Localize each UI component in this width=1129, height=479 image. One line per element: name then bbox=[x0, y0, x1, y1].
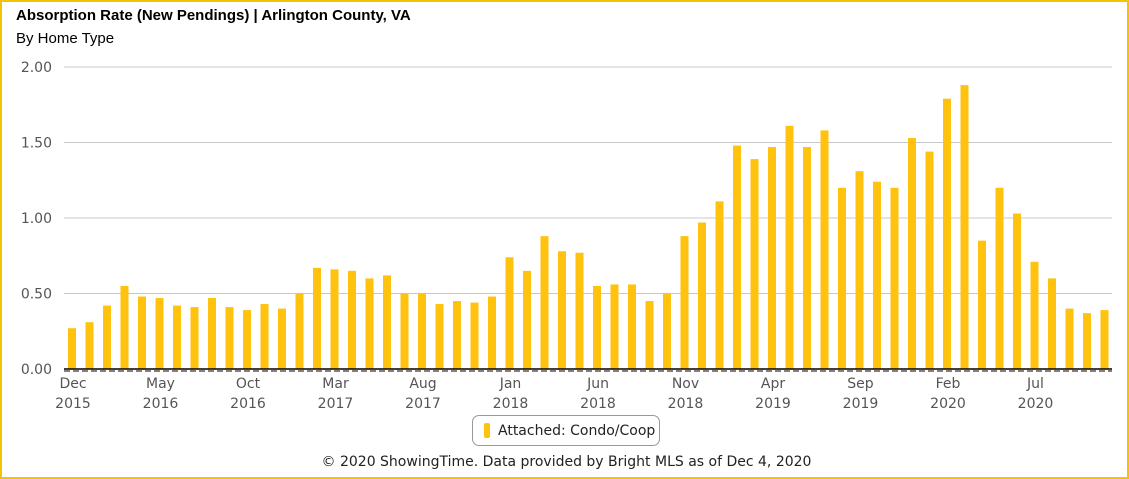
bar bbox=[978, 240, 986, 369]
bar bbox=[960, 85, 969, 370]
x-tick-year: 2015 bbox=[55, 396, 91, 412]
bar bbox=[1048, 278, 1056, 369]
bar bbox=[278, 308, 286, 369]
bar bbox=[418, 293, 426, 369]
bar bbox=[1065, 308, 1074, 369]
x-tick-year: 2018 bbox=[580, 396, 616, 412]
y-tick-label: 1.00 bbox=[21, 211, 52, 227]
bar bbox=[680, 236, 689, 369]
bar bbox=[890, 187, 899, 369]
chart-title: Absorption Rate (New Pendings) | Arlingt… bbox=[16, 7, 411, 24]
bar bbox=[365, 278, 374, 369]
bar bbox=[803, 147, 811, 369]
bar bbox=[1100, 310, 1109, 369]
bar bbox=[243, 310, 251, 369]
bar bbox=[505, 257, 514, 369]
bar bbox=[645, 301, 654, 369]
bar bbox=[103, 305, 111, 369]
bar bbox=[383, 275, 391, 369]
y-tick-label: 2.00 bbox=[21, 60, 52, 76]
x-tick-year: 2019 bbox=[755, 396, 791, 412]
bar bbox=[593, 285, 601, 369]
bar bbox=[190, 307, 199, 369]
bar bbox=[540, 236, 549, 369]
bar bbox=[855, 171, 864, 369]
bar bbox=[663, 293, 671, 369]
bar bbox=[295, 293, 304, 369]
x-tick-month: Jan bbox=[499, 376, 522, 392]
y-tick-label: 0.50 bbox=[21, 287, 52, 303]
x-tick-month: Feb bbox=[936, 376, 961, 392]
x-tick-month: Mar bbox=[322, 376, 349, 392]
x-tick-month: Aug bbox=[409, 376, 436, 392]
bar bbox=[698, 222, 706, 369]
x-tick-year: 2020 bbox=[1018, 396, 1054, 412]
bar bbox=[733, 145, 741, 369]
bar bbox=[995, 187, 1004, 369]
x-tick-month: Jun bbox=[586, 376, 609, 392]
x-tick-year: 2016 bbox=[230, 396, 266, 412]
x-tick-year: 2016 bbox=[143, 396, 179, 412]
bar bbox=[260, 304, 269, 369]
bar bbox=[873, 181, 881, 369]
x-tick-month: Oct bbox=[236, 376, 261, 392]
bar bbox=[750, 159, 759, 369]
bar bbox=[820, 130, 829, 369]
y-tick-label: 0.00 bbox=[21, 362, 52, 378]
footer-credit: © 2020 ShowingTime. Data provided by Bri… bbox=[321, 454, 812, 470]
x-tick-year: 2017 bbox=[318, 396, 354, 412]
bar bbox=[330, 269, 339, 369]
bar bbox=[610, 284, 619, 369]
bar bbox=[575, 252, 584, 369]
x-tick-month: May bbox=[146, 376, 175, 392]
bar bbox=[558, 251, 566, 369]
bar bbox=[120, 285, 129, 369]
x-tick-year: 2020 bbox=[930, 396, 966, 412]
bar bbox=[348, 270, 356, 369]
bar bbox=[225, 307, 234, 369]
x-tick-year: 2019 bbox=[843, 396, 879, 412]
x-tick-year: 2018 bbox=[493, 396, 529, 412]
bar bbox=[523, 270, 531, 369]
bar bbox=[838, 187, 846, 369]
bar bbox=[208, 298, 216, 369]
legend[interactable]: Attached: Condo/Coop bbox=[472, 415, 660, 446]
bar bbox=[908, 137, 916, 369]
bar bbox=[1030, 261, 1039, 369]
chart-subtitle: By Home Type bbox=[16, 30, 115, 47]
bar bbox=[785, 125, 794, 369]
x-tick-month: Sep bbox=[847, 376, 874, 392]
x-tick-month: Jul bbox=[1026, 376, 1044, 392]
bar bbox=[470, 302, 479, 369]
legend-label: Attached: Condo/Coop bbox=[498, 422, 656, 439]
bar bbox=[1013, 213, 1021, 369]
x-tick-year: 2018 bbox=[668, 396, 704, 412]
bar bbox=[173, 305, 181, 369]
bar bbox=[768, 147, 776, 369]
bar bbox=[925, 151, 934, 369]
x-tick-year: 2017 bbox=[405, 396, 441, 412]
bar bbox=[85, 322, 94, 369]
bar bbox=[943, 98, 951, 370]
bar bbox=[453, 301, 461, 369]
bar bbox=[715, 201, 724, 369]
bar bbox=[68, 328, 76, 369]
bar bbox=[488, 296, 496, 369]
bar bbox=[400, 293, 409, 369]
legend-swatch bbox=[484, 423, 490, 438]
x-tick-month: Dec bbox=[59, 376, 86, 392]
bar bbox=[138, 296, 146, 369]
y-tick-label: 1.50 bbox=[21, 136, 52, 152]
bar bbox=[313, 267, 321, 369]
bar bbox=[1083, 313, 1091, 369]
bar bbox=[628, 284, 636, 369]
bar bbox=[435, 304, 444, 369]
bar bbox=[155, 298, 164, 369]
x-tick-month: Apr bbox=[761, 376, 785, 392]
x-tick-month: Nov bbox=[672, 376, 699, 392]
